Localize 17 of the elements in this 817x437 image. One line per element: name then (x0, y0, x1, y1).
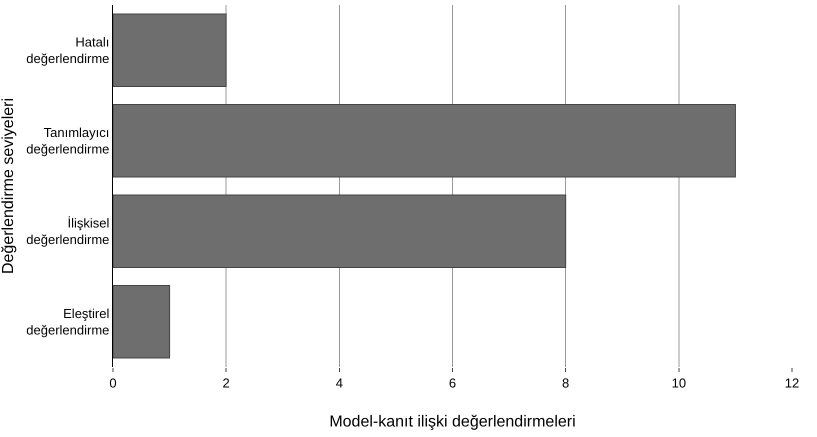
x-tick-label: 6 (448, 376, 456, 391)
y-tick-label: Eleştirel değerlendirme (26, 306, 110, 338)
x-tick-label: 2 (222, 376, 230, 391)
y-tick-label: Hatalı değerlendirme (26, 34, 110, 66)
bar (113, 285, 170, 358)
y-tick-label: Tanımlayıcı değerlendirme (26, 124, 110, 157)
y-tick-label: İlişkisel değerlendirme (26, 215, 110, 248)
bar (113, 14, 227, 87)
x-tick-label: 4 (336, 376, 343, 391)
x-axis-title: Model-kanıt ilişki değerlendirmeleri (329, 413, 576, 430)
x-tick-label: 12 (784, 376, 800, 391)
bar (113, 104, 736, 178)
x-tick-label: 0 (109, 376, 117, 391)
x-tick-label: 10 (672, 376, 686, 391)
y-axis-title: Değerlendirme seviyeleri (0, 98, 17, 274)
x-tick-label: 8 (562, 376, 570, 391)
bar (113, 194, 566, 268)
